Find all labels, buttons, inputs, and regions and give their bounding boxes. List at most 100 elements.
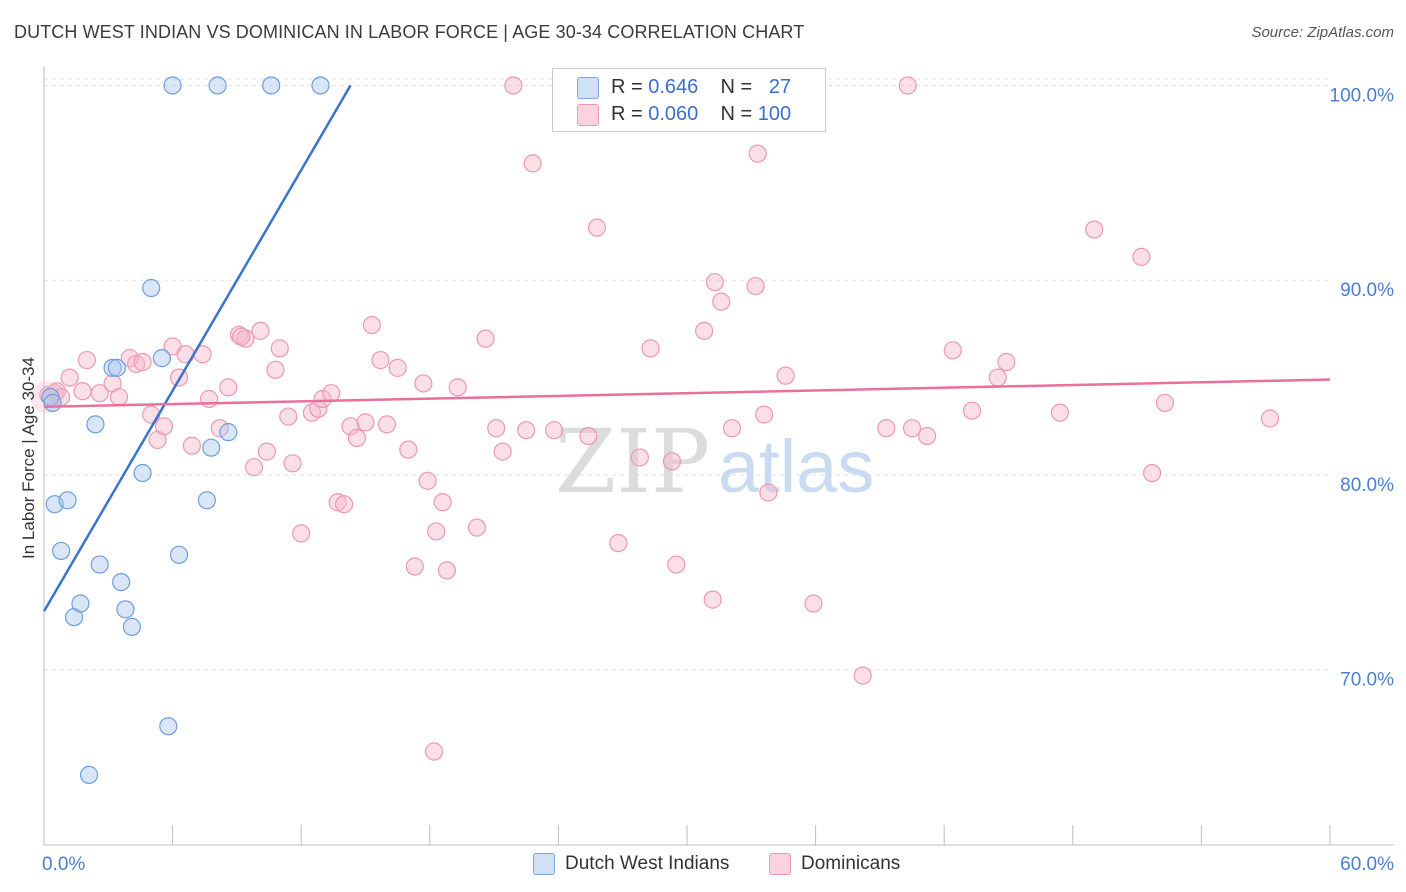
dominican-point: [902, 419, 922, 438]
dominican-point: [232, 327, 251, 346]
dominican-point: [266, 360, 285, 379]
dominican-point: [418, 471, 437, 490]
dutch-west-indian-point: [159, 717, 178, 736]
y-tick-label: 90.0%: [1340, 280, 1394, 301]
dominican-point: [898, 76, 917, 95]
legend-n-label: N =: [720, 103, 753, 125]
dominican-point: [154, 417, 174, 436]
dutch-west-indian-point: [133, 463, 152, 483]
dominican-point: [414, 374, 433, 393]
dominican-point: [712, 292, 731, 311]
dominican-point: [587, 218, 607, 237]
dominican-points: [30, 76, 1280, 761]
dutch-west-indian-point: [71, 594, 90, 613]
dominican-point: [962, 401, 982, 420]
legend-swatch-blue: [577, 77, 599, 99]
dominican-point: [433, 493, 452, 512]
dominican-point: [251, 321, 270, 340]
dutch-west-indian-point: [152, 349, 171, 368]
axes: [43, 66, 1394, 846]
dominican-point: [388, 358, 407, 377]
dominican-point: [377, 415, 397, 434]
legend-n-label: N =: [720, 76, 753, 98]
dominican-point: [257, 442, 277, 461]
dominican-point: [759, 483, 778, 502]
gridlines: [44, 78, 1330, 671]
legend-row-dominicans: R = 0.060 N = 100: [577, 101, 791, 127]
dominican-point: [695, 321, 714, 340]
dominican-point: [609, 534, 628, 553]
legend-row-dutch-west-indians: R = 0.646 N = 27: [577, 74, 791, 100]
dominican-point: [1155, 393, 1175, 413]
y-tick-label: 80.0%: [1340, 475, 1394, 496]
dutch-west-indian-point: [86, 415, 105, 434]
dominican-point: [1143, 463, 1162, 483]
dutch-west-indian-point: [262, 76, 281, 95]
dutch-west-indian-point: [219, 423, 238, 442]
dominican-point: [804, 594, 823, 613]
dominican-point: [90, 384, 109, 403]
dominican-point: [504, 76, 523, 95]
dominican-point: [476, 329, 495, 348]
dutch-west-indian-point: [107, 358, 126, 377]
dominican-point: [705, 273, 724, 292]
dominican-point: [579, 426, 598, 446]
dominican-point: [703, 590, 722, 609]
dominican-point: [405, 557, 424, 576]
legend-r-value: 0.060: [648, 103, 699, 125]
dominican-point: [997, 352, 1016, 372]
legend-r-label: R =: [611, 103, 643, 125]
dutch-west-indian-point: [142, 278, 161, 298]
stats-legend: R = 0.646 N = 27 R = 0.060 N = 100: [552, 68, 826, 132]
dominican-point: [545, 421, 564, 440]
dominican-point: [487, 419, 506, 438]
dominican-point: [1050, 403, 1070, 422]
dutch-west-indian-point: [122, 617, 141, 636]
dominican-point: [748, 144, 767, 163]
trend-line-dutch-west-indians: [42, 84, 352, 612]
dominican-point: [60, 368, 79, 387]
dutch-west-indian-point: [43, 393, 62, 413]
bottom-legend-label: Dominicans: [801, 853, 901, 874]
dominican-point: [517, 421, 536, 440]
bottom-legend-label: Dutch West Indians: [565, 853, 730, 874]
dominican-point: [334, 495, 354, 514]
y-tick-label: 70.0%: [1340, 670, 1394, 691]
watermark-atlas: atlas: [718, 425, 874, 508]
dominican-point: [917, 426, 937, 446]
dominican-point: [1085, 220, 1104, 239]
watermark: ZIP atlas: [555, 410, 874, 513]
dutch-west-indian-point: [116, 600, 135, 619]
dominican-point: [127, 354, 146, 374]
dominican-point: [1260, 409, 1280, 428]
dominican-point: [341, 417, 360, 436]
dominican-point: [943, 341, 962, 360]
dominican-point: [877, 419, 896, 438]
dominican-point: [77, 350, 96, 370]
dominican-point: [292, 524, 311, 543]
dominican-point: [853, 666, 872, 685]
dutch-west-indian-points: [41, 76, 330, 784]
dutch-west-indian-point: [208, 76, 227, 95]
dominican-point: [755, 405, 774, 424]
dominican-point: [448, 378, 467, 397]
dominican-point: [182, 436, 201, 455]
dutch-west-indian-point: [103, 358, 122, 377]
dominican-point: [283, 454, 302, 473]
x-tick-label: 60.0%: [1340, 854, 1394, 875]
legend-swatch-pink: [577, 104, 599, 126]
dutch-west-indian-point: [52, 541, 71, 561]
x-tick-label: 0.0%: [42, 854, 85, 875]
dominican-point: [133, 352, 152, 372]
source-label: Source: ZipAtlas.com: [1251, 24, 1394, 41]
dutch-west-indian-point: [197, 491, 216, 510]
dominican-point: [424, 742, 444, 761]
dominican-point: [219, 378, 238, 397]
dominican-point: [210, 419, 229, 438]
chart-title: DUTCH WEST INDIAN VS DOMINICAN IN LABOR …: [14, 22, 805, 42]
dominican-point: [356, 413, 375, 432]
legend-n-value: 27: [768, 76, 792, 98]
bottom-legend-swatch-pink: [769, 853, 791, 875]
trend-lines: [42, 84, 1331, 612]
